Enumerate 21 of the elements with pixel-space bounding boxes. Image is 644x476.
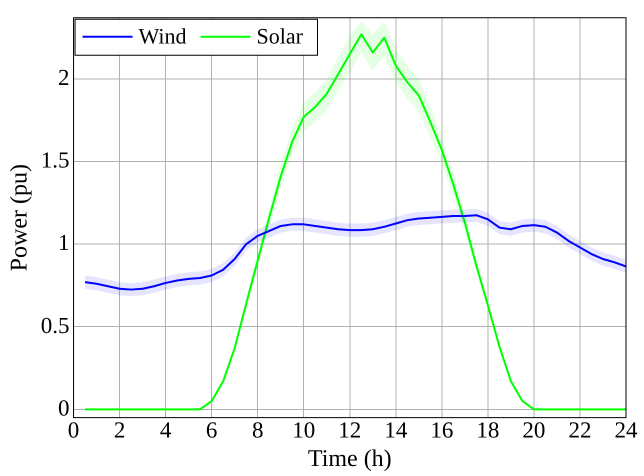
y-tick-label: 0 bbox=[58, 395, 70, 420]
y-tick-label: 1.5 bbox=[40, 148, 70, 173]
x-tick-label: 8 bbox=[252, 417, 264, 442]
x-tick-label: 10 bbox=[292, 417, 316, 442]
x-tick-label: 22 bbox=[568, 417, 592, 442]
y-tick-label: 0.5 bbox=[40, 312, 70, 338]
y-tick-label: 1 bbox=[58, 230, 70, 256]
x-tick-label: 20 bbox=[522, 417, 546, 442]
y-tick-label: 2 bbox=[58, 64, 70, 90]
x-tick-label: 2 bbox=[114, 417, 126, 442]
legend-label: Wind bbox=[138, 24, 187, 49]
x-axis-title: Time (h) bbox=[308, 446, 392, 472]
legend-label: Solar bbox=[256, 24, 304, 49]
x-tick-label: 14 bbox=[384, 417, 408, 442]
x-tick-label: 4 bbox=[160, 417, 172, 442]
x-tick-label: 6 bbox=[206, 417, 218, 442]
x-tick-label: 24 bbox=[614, 417, 638, 442]
x-tick-label: 18 bbox=[476, 417, 500, 442]
y-axis-title: Power (pu) bbox=[6, 164, 33, 272]
x-tick-label: 16 bbox=[430, 417, 454, 442]
x-tick-label: 12 bbox=[338, 417, 362, 442]
